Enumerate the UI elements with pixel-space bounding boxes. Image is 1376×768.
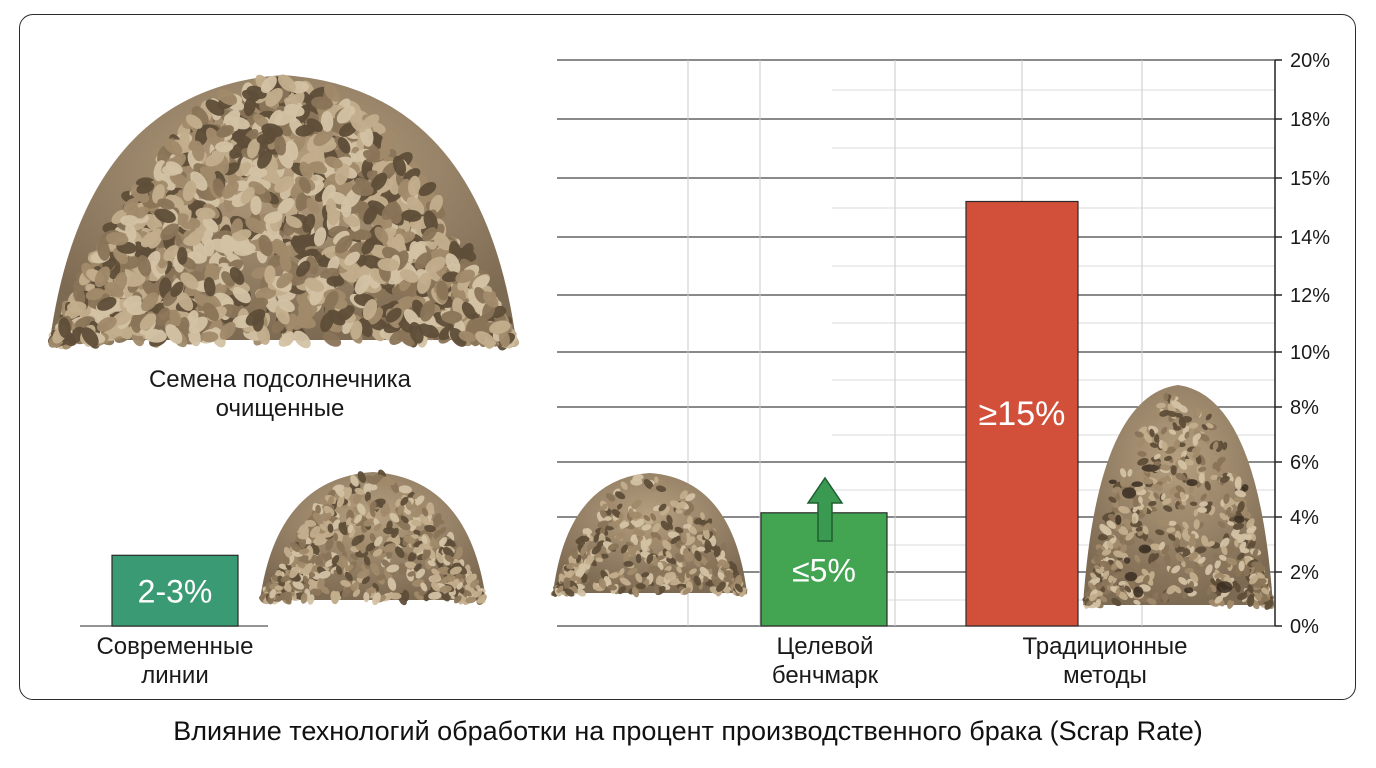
bar-modern-lines: [111, 554, 239, 627]
y-tick-label: 6%: [1290, 452, 1319, 474]
seed-image-caption: Семена подсолнечника очищенные: [90, 365, 470, 423]
seed-pile-traditional-image: [1082, 385, 1275, 610]
data-labels: 2-3% ≤5% ≥15%: [138, 395, 1066, 610]
y-axis: 0% 2% 4% 6% 8% 10% 12% 14% 15% 18% 20%: [1275, 50, 1330, 638]
up-arrow-icon: [806, 476, 844, 542]
seed-pile-target-image: [550, 473, 748, 598]
category-label-modern: Современные линии: [55, 632, 295, 690]
category-label-line: линии: [141, 662, 209, 689]
y-tick-label: 12%: [1290, 285, 1330, 307]
y-tick-label: 20%: [1290, 50, 1330, 72]
bar-data-label: ≥15%: [979, 395, 1066, 433]
bar-data-label: 2-3%: [138, 574, 213, 610]
seed-image-caption-line: очищенные: [215, 395, 345, 422]
y-tick-label: 15%: [1290, 168, 1330, 190]
y-tick-label: 0%: [1290, 616, 1319, 638]
y-tick-label: 18%: [1290, 109, 1330, 131]
seed-pile-modern-image: [258, 469, 487, 606]
category-label-line: Целевой: [776, 633, 874, 660]
category-label-line: Современные: [96, 633, 254, 660]
y-tick-label: 14%: [1290, 227, 1330, 249]
bar-data-label: ≤5%: [792, 552, 856, 588]
y-tick-label: 10%: [1290, 342, 1330, 364]
category-label-traditional: Традиционные методы: [970, 632, 1240, 690]
seed-images: [47, 74, 1275, 610]
y-tick-label: 2%: [1290, 562, 1319, 584]
y-tick-label: 8%: [1290, 397, 1319, 419]
y-tick-label: 4%: [1290, 507, 1319, 529]
chart-title: Влияние технологий обработки на процент …: [173, 716, 1203, 746]
arrow-annotation: [806, 476, 844, 542]
category-label-line: методы: [1063, 662, 1147, 689]
bar-traditional-methods: [965, 200, 1079, 627]
category-label-line: бенчмарк: [771, 662, 879, 689]
seed-pile-large-image: [47, 74, 520, 351]
bars: [111, 200, 1079, 627]
seed-image-caption-line: Семена подсолнечника: [148, 366, 412, 393]
category-label-target: Целевой бенчмарк: [705, 632, 945, 690]
category-label-line: Традиционные: [1022, 633, 1188, 660]
